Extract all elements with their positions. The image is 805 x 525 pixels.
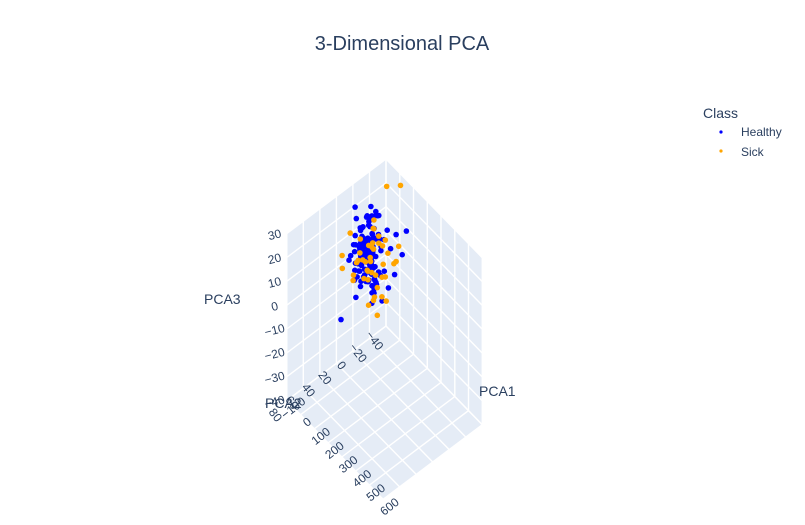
gridline-z	[286, 158, 483, 259]
data-point-healthy	[387, 245, 394, 252]
x-tick-label: 600	[377, 495, 402, 519]
data-point-healthy	[369, 230, 375, 237]
data-point-healthy	[351, 248, 358, 255]
gridline-z	[286, 181, 483, 283]
data-point-sick	[350, 272, 357, 278]
data-point-sick	[371, 294, 378, 300]
data-point-healthy	[368, 203, 374, 210]
data-point-sick	[380, 261, 387, 268]
gridline-z	[286, 205, 483, 306]
z-tick-label: 10	[266, 274, 283, 291]
data-point-healthy	[379, 298, 385, 304]
data-point-healthy	[364, 213, 371, 219]
legend-marker-sick	[719, 149, 723, 153]
legend-item-healthy[interactable]: Healthy	[719, 125, 782, 139]
data-point-sick	[371, 217, 377, 223]
legend-item-sick[interactable]: Sick	[719, 145, 765, 159]
data-point-healthy	[365, 250, 372, 256]
data-point-healthy	[352, 242, 359, 248]
data-point-sick	[375, 233, 382, 239]
axis-panes	[286, 159, 483, 500]
z-tick-label: 20	[266, 250, 283, 267]
legend-label-sick: Sick	[741, 145, 765, 159]
data-point-sick	[382, 237, 389, 243]
data-point-sick	[369, 240, 376, 246]
data-point-healthy	[372, 263, 378, 270]
data-point-healthy	[385, 285, 392, 291]
data-point-sick	[383, 298, 390, 304]
data-point-sick	[357, 250, 363, 256]
data-point-healthy	[346, 257, 352, 264]
data-point-healthy	[353, 215, 360, 222]
legend-title: Class	[703, 105, 738, 121]
data-point-healthy	[353, 294, 359, 301]
data-point-sick	[395, 243, 402, 250]
data-point-sick	[365, 277, 371, 283]
data-point-healthy	[391, 271, 398, 278]
data-point-healthy	[393, 231, 399, 238]
data-point-sick	[379, 243, 386, 249]
data-point-healthy	[381, 268, 388, 275]
series-sick-points	[339, 182, 404, 319]
data-point-sick	[369, 244, 375, 251]
data-point-sick	[365, 302, 372, 309]
data-point-healthy	[372, 277, 378, 284]
z-axis-ticks: −40 −30 −20 −10 0 10 20 30	[263, 226, 286, 411]
data-point-sick	[374, 284, 381, 291]
y-axis-title: PCA2	[265, 395, 302, 411]
data-point-sick	[397, 182, 404, 189]
data-point-sick	[339, 265, 346, 272]
data-point-healthy	[403, 228, 410, 234]
data-point-healthy	[352, 204, 358, 210]
data-point-sick	[357, 236, 364, 242]
data-point-sick	[383, 183, 390, 190]
data-point-healthy	[359, 224, 366, 231]
data-point-sick	[379, 294, 385, 300]
z-tick-label: −10	[263, 321, 286, 340]
z-tick-label: −30	[263, 369, 286, 388]
legend[interactable]: Class Healthy Sick	[703, 105, 782, 159]
data-point-healthy	[338, 316, 344, 323]
data-point-healthy	[347, 252, 354, 259]
data-point-sick	[393, 258, 399, 265]
data-point-sick	[367, 254, 374, 261]
legend-label-healthy: Healthy	[741, 125, 782, 139]
gridline-z	[286, 325, 483, 426]
data-point-sick	[372, 272, 379, 279]
data-point-healthy	[399, 251, 406, 258]
data-point-sick	[364, 267, 371, 274]
data-point-healthy	[378, 247, 384, 254]
z-tick-label: 30	[266, 226, 283, 243]
data-point-sick	[339, 252, 345, 259]
data-point-sick	[362, 259, 369, 265]
data-point-sick	[382, 274, 389, 280]
data-point-sick	[370, 225, 377, 232]
z-axis-title: PCA3	[204, 291, 241, 307]
data-point-healthy	[357, 283, 364, 290]
data-point-healthy	[384, 227, 391, 233]
x-axis-title: PCA1	[479, 383, 516, 399]
data-point-healthy	[352, 232, 359, 239]
data-point-healthy	[356, 268, 363, 275]
data-point-sick	[350, 277, 356, 284]
data-point-sick	[353, 259, 360, 266]
data-point-healthy	[373, 208, 379, 215]
pane-back-right	[386, 159, 483, 425]
data-point-sick	[347, 230, 354, 236]
z-tick-label: 0	[270, 299, 280, 314]
data-point-sick	[385, 250, 391, 256]
data-point-sick	[374, 312, 381, 319]
chart-title: 3-Dimensional PCA	[315, 33, 490, 55]
z-tick-label: −20	[263, 345, 286, 364]
z-tick-label: −40	[263, 392, 286, 411]
legend-marker-healthy	[719, 130, 723, 134]
